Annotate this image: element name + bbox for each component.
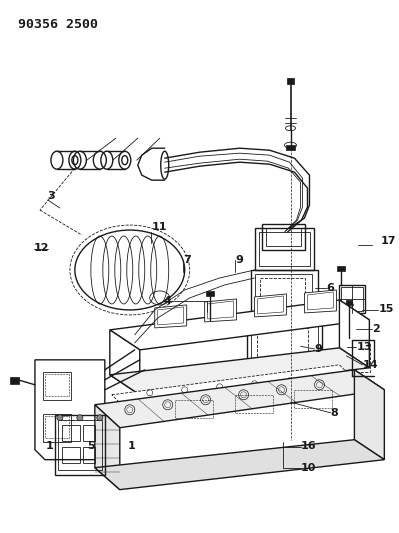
Polygon shape [354, 370, 384, 459]
Bar [255, 228, 314, 270]
Text: 16: 16 [301, 441, 316, 451]
Bar [251, 270, 318, 320]
Text: 10: 10 [301, 463, 316, 473]
Bar [262, 224, 306, 250]
Bar [45, 374, 69, 396]
Polygon shape [35, 360, 105, 459]
Bar [257, 328, 308, 364]
Bar [255, 274, 312, 316]
Circle shape [97, 415, 103, 421]
Text: 1: 1 [127, 441, 135, 451]
Polygon shape [110, 300, 369, 350]
Circle shape [77, 415, 83, 421]
Polygon shape [255, 294, 286, 317]
Text: 7: 7 [183, 255, 191, 265]
Bar [340, 285, 365, 313]
Polygon shape [110, 330, 140, 395]
Bar [83, 447, 95, 463]
Text: 2: 2 [372, 324, 380, 334]
Bar [175, 400, 213, 418]
Text: 90356 2500: 90356 2500 [18, 19, 98, 31]
Bar [251, 324, 318, 372]
Bar [45, 416, 69, 438]
Polygon shape [207, 301, 233, 319]
Text: 17: 17 [380, 236, 396, 246]
Bar [342, 287, 363, 311]
Bar [43, 372, 71, 400]
Polygon shape [95, 370, 384, 427]
Bar [259, 232, 310, 266]
Bar [286, 78, 294, 84]
Bar [294, 390, 332, 408]
Text: 5: 5 [88, 441, 95, 451]
Polygon shape [158, 307, 184, 325]
Bar [260, 278, 306, 308]
Text: 11: 11 [151, 222, 167, 232]
Text: 1: 1 [46, 441, 53, 451]
Polygon shape [304, 290, 336, 313]
Polygon shape [95, 405, 120, 490]
Text: 12: 12 [34, 243, 49, 253]
Bar [43, 414, 71, 442]
Polygon shape [112, 365, 350, 405]
Text: 9: 9 [235, 255, 243, 265]
Bar [62, 425, 80, 441]
Text: 4: 4 [163, 296, 171, 306]
Bar [58, 420, 102, 470]
Bar [356, 344, 370, 372]
Text: 6: 6 [327, 283, 334, 293]
Text: 8: 8 [331, 408, 338, 418]
Text: 9: 9 [315, 344, 322, 354]
Bar [266, 228, 302, 246]
Bar [338, 266, 346, 271]
Polygon shape [258, 296, 284, 314]
Polygon shape [110, 348, 369, 395]
Polygon shape [308, 292, 334, 310]
Polygon shape [95, 440, 384, 490]
Bar [247, 320, 322, 376]
Text: 13: 13 [356, 342, 372, 352]
Bar [235, 395, 273, 413]
Bar [286, 145, 296, 150]
Polygon shape [205, 299, 237, 322]
Bar [55, 415, 105, 475]
Text: 15: 15 [378, 304, 394, 314]
Bar [205, 291, 213, 296]
Bar [346, 300, 352, 305]
Bar [83, 425, 95, 441]
Bar [62, 447, 80, 463]
Circle shape [57, 415, 63, 421]
Polygon shape [155, 305, 187, 328]
Polygon shape [340, 300, 369, 368]
Text: 14: 14 [362, 360, 378, 370]
Text: 3: 3 [48, 191, 55, 201]
Bar [10, 377, 19, 384]
